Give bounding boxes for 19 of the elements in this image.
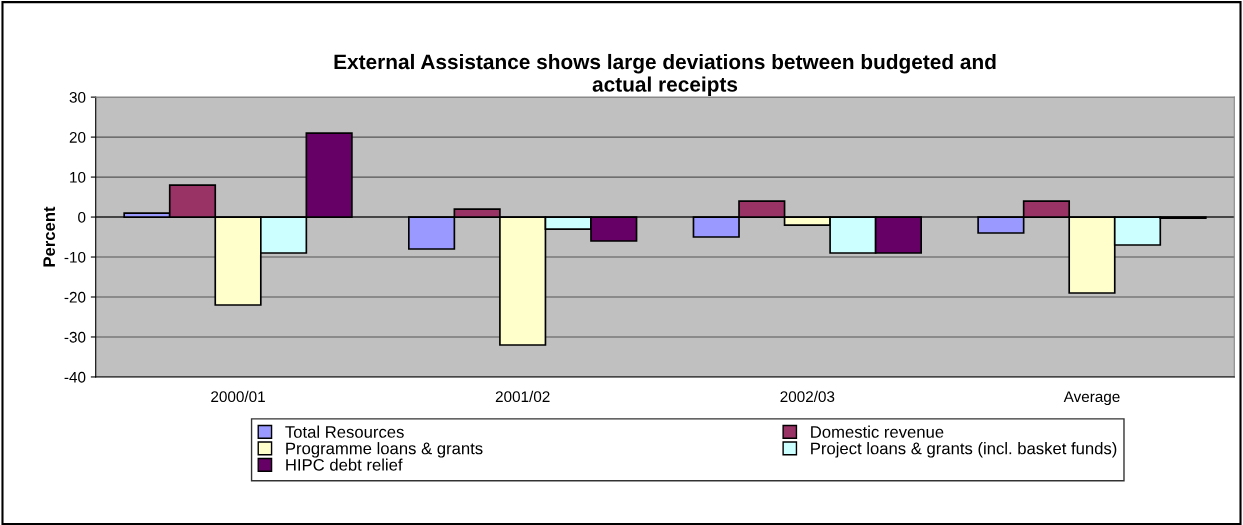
- y-tick-label: -30: [64, 331, 86, 343]
- y-tick-label: 20: [69, 131, 86, 143]
- legend-label: Programme loans & grants: [286, 442, 483, 458]
- x-tick-label: Average: [1063, 391, 1120, 406]
- y-tick-label: 30: [69, 91, 86, 103]
- chart-title: External Assistance shows large deviations between budgeted and actual receipts: [334, 53, 996, 96]
- legend-label: Project loans & grants (incl. basket funds): [811, 442, 1117, 458]
- y-tick-label: 10: [70, 171, 86, 183]
- legend-label: Total Resources: [285, 425, 404, 438]
- legend-label: Domestic revenue: [811, 425, 944, 438]
- legend-label: HIPC debt relief: [286, 458, 403, 471]
- y-tick-label: 0: [78, 211, 86, 223]
- y-tick-label: -40: [64, 371, 86, 383]
- y-tick-label: -10: [64, 251, 86, 263]
- x-tick-label: 2001/02: [495, 390, 550, 403]
- x-tick-label: 2002/03: [780, 390, 835, 403]
- y-axis-title: Percent: [43, 206, 56, 267]
- y-tick-label: -20: [64, 291, 86, 303]
- x-tick-label: 2000/01: [211, 390, 265, 403]
